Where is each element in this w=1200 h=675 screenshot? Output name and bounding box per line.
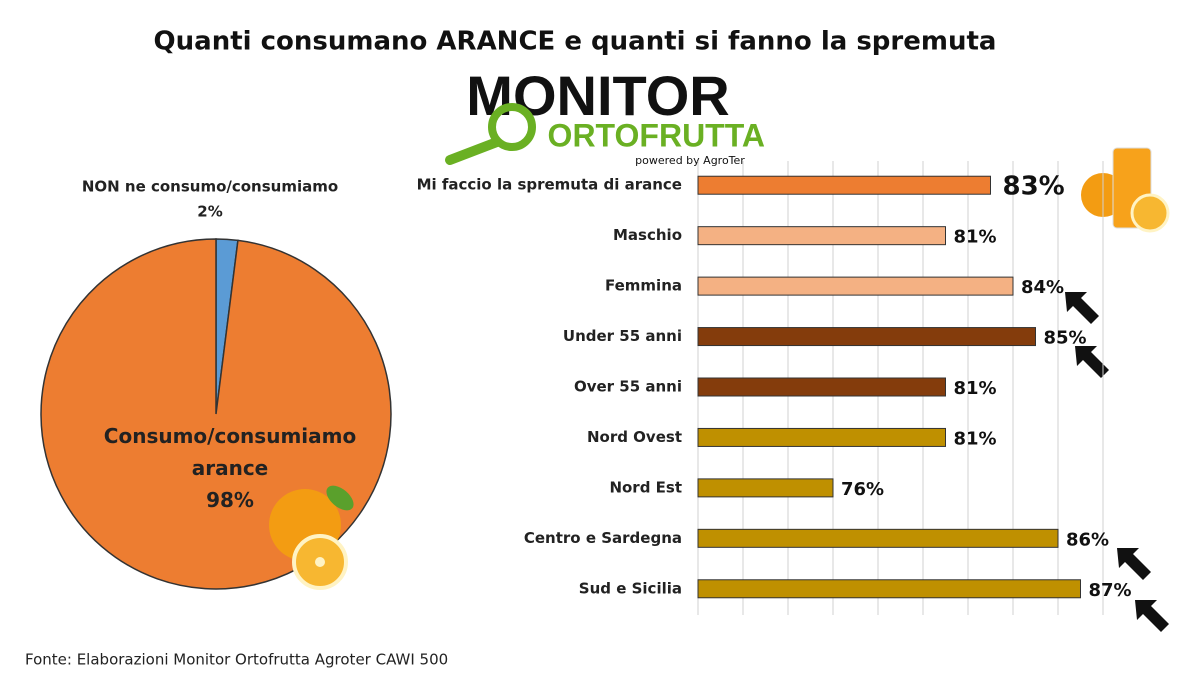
arrow <box>1065 292 1099 324</box>
value-label: 81% <box>954 378 997 399</box>
y-tick-label: Under 55 anni <box>563 327 682 345</box>
bar <box>697 175 991 195</box>
source: Fonte: Elaborazioni Monitor Ortofrutta A… <box>25 651 448 669</box>
bar <box>697 528 1059 548</box>
y-tick-label: Mi faccio la spremuta di arance <box>417 176 682 194</box>
pie-value-label: 98% <box>206 488 254 512</box>
y-tick-label: Femmina <box>605 277 682 295</box>
arrow <box>1075 346 1109 378</box>
orange-illustration <box>269 485 354 590</box>
value-label: 87% <box>1089 580 1132 601</box>
juice-illustration <box>1081 147 1170 233</box>
y-tick-label: Maschio <box>613 226 682 244</box>
value-label: 83% <box>1003 172 1065 202</box>
bar <box>697 327 1036 347</box>
pie-inside-label: Consumo/consumiamo arance 98% <box>80 420 380 516</box>
logo-name: MONITOR <box>466 64 729 127</box>
pie-category: NON ne consumo/consumiamo <box>82 178 338 196</box>
logo: MONITOR ORTOFRUTTA powered by AgroTer <box>445 64 765 167</box>
value-label: 81% <box>954 227 997 248</box>
arrows <box>1065 292 1169 632</box>
bar <box>697 276 1014 296</box>
pie-category: Consumo/consumiamo arance <box>103 424 357 480</box>
y-tick-label: Sud e Sicilia <box>579 579 682 597</box>
y-tick-label: Over 55 anni <box>574 378 682 396</box>
value-label: 86% <box>1066 529 1109 550</box>
arrow <box>1117 548 1151 580</box>
arrow <box>1135 600 1169 632</box>
value-label: 81% <box>954 428 997 449</box>
y-tick-label: Nord Ovest <box>587 428 682 446</box>
value-label: 84% <box>1021 277 1064 298</box>
logo-subname: ORTOFRUTTA <box>548 117 765 153</box>
bar <box>697 579 1081 599</box>
magnifier-handle <box>445 137 502 165</box>
bar <box>697 478 834 498</box>
magnifier-ring <box>488 103 536 151</box>
y-tick-label: Nord Est <box>609 478 682 496</box>
value-label: 85% <box>1044 328 1087 349</box>
bar <box>697 226 946 246</box>
logo-tagline: powered by AgroTer <box>635 154 745 167</box>
value-label: 76% <box>841 479 884 500</box>
pie-value-label: 2% <box>197 203 222 221</box>
title: Quanti consumano ARANCE e quanti si fann… <box>154 27 997 57</box>
bar <box>697 377 946 397</box>
bar <box>697 427 946 447</box>
y-tick-label: Centro e Sardegna <box>524 529 682 547</box>
